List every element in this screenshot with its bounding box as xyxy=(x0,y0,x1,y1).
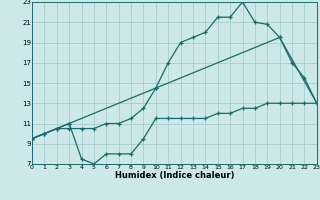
X-axis label: Humidex (Indice chaleur): Humidex (Indice chaleur) xyxy=(115,171,234,180)
